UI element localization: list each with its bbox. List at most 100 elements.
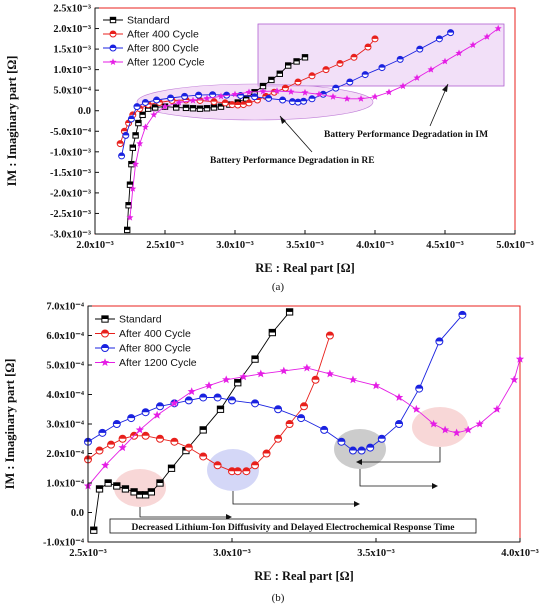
chart-b-data-point — [153, 410, 162, 419]
chart-b: 2.5x10⁻³ 3.0x10⁻³ 3.5x10⁻³ 4.0x10⁻³ 7.0x10⁻⁴… — [3, 302, 539, 605]
chart-a-data-point-fill — [365, 44, 371, 48]
chart-b-data-point-fill — [136, 491, 143, 495]
chart-a-y-tick-label: 1.0x10⁻³ — [53, 65, 91, 76]
chart-a-data-point-fill — [222, 99, 229, 103]
chart-b-series-0 — [90, 308, 294, 534]
chart-b-legend-label: After 800 Cycle — [119, 343, 191, 355]
chart-a-data-point — [150, 111, 158, 118]
chart-a-data-point — [371, 93, 379, 100]
chart-b-y-tick-label: 1.0x10⁻⁴ — [46, 479, 84, 490]
chart-b-data-point-fill — [228, 467, 236, 472]
chart-b-data-point-fill — [170, 438, 178, 442]
chart-a-im-annotation-arrowhead — [442, 84, 448, 92]
chart-a-data-point-fill — [293, 58, 300, 62]
chart-a-y-tick-label: 1.5x10⁻³ — [53, 45, 91, 56]
chart-b-data-point-fill — [312, 376, 320, 380]
chart-b-series-1 — [84, 331, 334, 476]
chart-a-data-point-fill — [204, 105, 210, 109]
chart-a-data-point-fill — [125, 202, 132, 206]
chart-b-y-tick-label: 7.0x10⁻⁴ — [46, 302, 84, 313]
chart-b-response-arrows — [139, 447, 441, 518]
chart-b-data-point-fill — [234, 467, 242, 472]
chart-b-arrowhead-1 — [226, 514, 232, 520]
chart-a-y-tick-label: 2.5x10⁻³ — [53, 4, 91, 15]
chart-a-data-point — [136, 139, 144, 147]
chart-a-data-point-fill — [197, 105, 203, 109]
chart-b-data-point-fill — [142, 408, 150, 413]
chart-b-data-point — [101, 461, 110, 469]
chart-b-caption: (b) — [272, 592, 285, 604]
chart-a-data-point — [217, 92, 225, 100]
chart-b-data-point-fill — [200, 426, 207, 430]
chart-b-data-point-fill — [214, 393, 222, 398]
chart-b-data-point — [187, 387, 196, 396]
chart-b-data-point — [348, 375, 358, 384]
chart-b-series-3 — [83, 354, 525, 490]
chart-a-im-annotation: Battery Performance Degradation in IM — [324, 130, 488, 140]
chart-a-data-point-fill — [285, 62, 291, 66]
chart-a: 2.0x10⁻³ 2.5x10⁻³ 3.0x10⁻³ 3.5x10⁻³ 4.0x10⁻³… — [5, 4, 534, 294]
chart-a-legend-label: After 1200 Cycle — [127, 57, 205, 69]
chart-b-y-tick-label: 5.0x10⁻⁴ — [46, 361, 84, 372]
chart-b-data-point — [464, 425, 473, 434]
chart-b-data-point — [475, 419, 484, 428]
chart-a-data-point — [427, 65, 435, 73]
chart-a-data-point — [132, 160, 140, 168]
chart-a-data-point-fill — [289, 98, 296, 102]
chart-a-data-point — [161, 102, 169, 110]
chart-b-arrowhead-2 — [354, 501, 360, 507]
chart-a-data-point — [203, 94, 211, 102]
chart-b-arrowhead-4 — [356, 459, 362, 465]
chart-b-standard-highlight — [114, 469, 166, 507]
chart-b-data-point-fill — [242, 467, 250, 472]
chart-a-data-point-fill — [181, 93, 188, 97]
chart-b-arrow-3 — [359, 469, 432, 487]
chart-b-data-point-fill — [378, 435, 386, 439]
chart-b-data-point-fill — [251, 355, 259, 360]
chart-a-data-point-fill — [139, 112, 146, 115]
chart-b-y-tick-label: -1.0x10⁻⁴ — [43, 538, 85, 549]
chart-a-data-point — [329, 93, 337, 100]
chart-b-data-point-fill — [142, 432, 150, 436]
chart-a-legend-marker — [109, 58, 117, 65]
chart-b-data-point — [256, 369, 265, 378]
chart-a-legend-marker-fill — [110, 17, 116, 20]
chart-a-data-point-fill — [128, 115, 135, 119]
chart-a-data-point — [413, 74, 421, 81]
chart-b-legend-label: After 1200 Cycle — [119, 357, 197, 369]
chart-b-data-point-fill — [185, 396, 193, 401]
chart-b-data-point — [239, 372, 248, 381]
chart-a-data-point-fill — [240, 101, 247, 105]
chart-a-data-point — [494, 24, 502, 32]
chart-a-data-point-fill — [337, 60, 343, 64]
chart-b-data-point-fill — [263, 450, 271, 454]
chart-a-data-point-fill — [447, 29, 454, 33]
chart-b-arrow-1 — [139, 507, 226, 518]
chart-a-data-point-fill — [118, 152, 125, 156]
chart-b-data-point-fill — [286, 420, 294, 424]
chart-a-data-point-fill — [134, 103, 140, 107]
chart-a-data-point-fill — [142, 99, 149, 103]
chart-b-data-point-fill — [297, 414, 305, 419]
chart-b-data-point-fill — [199, 452, 207, 457]
chart-a-x-tick-label: 2.5x10⁻³ — [146, 240, 184, 251]
chart-b-data-point — [429, 419, 438, 428]
chart-a-data-point-fill — [128, 161, 135, 165]
chart-a-series-line — [121, 32, 451, 156]
chart-b-data-point-fill — [300, 402, 308, 407]
chart-a-legend-marker-fill — [110, 31, 116, 34]
chart-a-data-point — [141, 123, 149, 131]
chart-a-data-point-fill — [152, 104, 158, 108]
chart-a-x-tick-label: 3.5x10⁻³ — [286, 240, 324, 251]
chart-a-x-tick-label: 4.0x10⁻³ — [356, 240, 394, 251]
chart-b-x-axis-label: RE : Real part [Ω] — [254, 569, 354, 583]
chart-b-y-tick-label: 4.0x10⁻⁴ — [46, 390, 84, 401]
chart-b-legend-label: After 400 Cycle — [119, 328, 191, 340]
chart-b-data-point — [441, 425, 450, 434]
chart-b-data-point-fill — [130, 432, 138, 436]
chart-a-data-point-fill — [211, 98, 217, 102]
chart-a-data-point-fill — [346, 78, 353, 82]
chart-a-im-degradation-region — [257, 23, 505, 87]
chart-a-y-tick-label: -5.0x10⁻⁴ — [50, 127, 92, 138]
chart-b-data-point-fill — [96, 447, 104, 451]
